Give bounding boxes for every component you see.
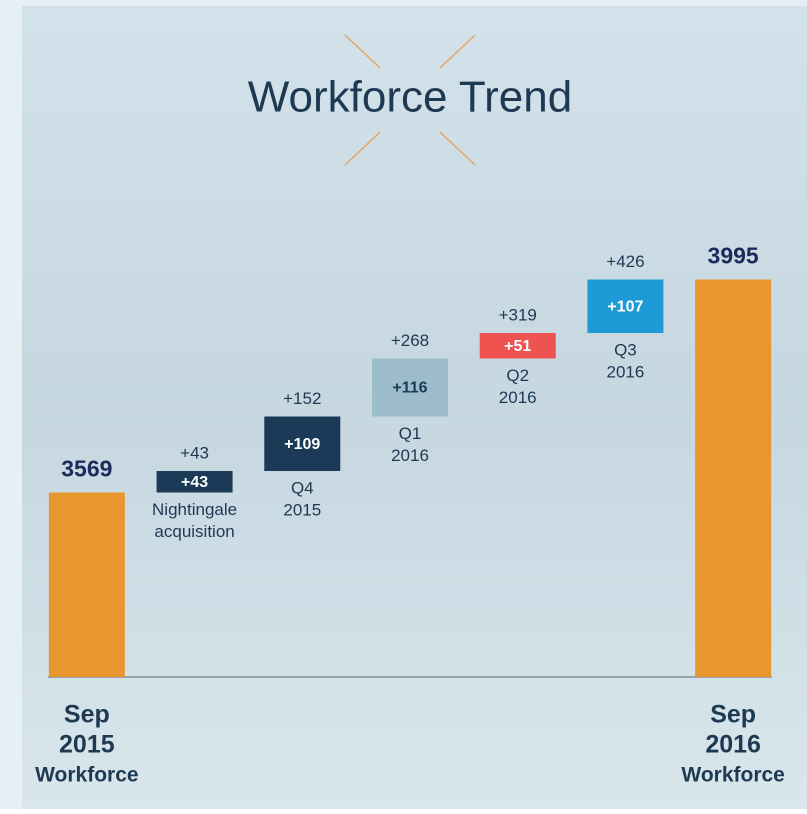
bar — [695, 279, 772, 677]
cumulative-label: +426 — [606, 252, 644, 271]
value-label: +109 — [284, 436, 320, 453]
category-label: Nightingale — [152, 500, 237, 519]
value-label: +107 — [607, 298, 643, 315]
category-label: Q2 — [506, 366, 529, 385]
category-label: 2015 — [283, 500, 321, 519]
title-decoration — [344, 34, 476, 166]
category-label: Q4 — [291, 478, 314, 497]
value-label: +116 — [392, 380, 427, 397]
bar — [156, 471, 233, 493]
value-label: +51 — [504, 338, 531, 355]
category-label: Sep — [710, 701, 756, 729]
bar — [587, 279, 664, 333]
bar — [479, 333, 556, 359]
cumulative-label: +152 — [283, 389, 321, 408]
value-label: +43 — [181, 474, 208, 491]
category-label: 2016 — [391, 446, 429, 465]
cumulative-label: +43 — [180, 443, 209, 462]
bar — [264, 416, 341, 471]
value-label: 3995 — [708, 243, 759, 269]
category-label: 2016 — [705, 731, 761, 759]
category-label: 2016 — [607, 362, 645, 381]
category-label: Workforce — [35, 764, 138, 787]
category-label: 2016 — [499, 388, 537, 407]
value-label: 3569 — [61, 456, 112, 482]
bar — [372, 358, 448, 417]
category-label: Q3 — [614, 340, 637, 359]
category-label: Q1 — [399, 424, 422, 443]
category-label: 2015 — [59, 731, 115, 759]
category-label: Sep — [64, 701, 110, 729]
category-label: Workforce — [681, 764, 784, 787]
category-label: acquisition — [154, 522, 234, 541]
cumulative-label: +268 — [391, 331, 429, 350]
cumulative-label: +319 — [499, 305, 537, 324]
chart-title: Workforce Trend — [248, 73, 572, 122]
bar — [48, 492, 125, 677]
